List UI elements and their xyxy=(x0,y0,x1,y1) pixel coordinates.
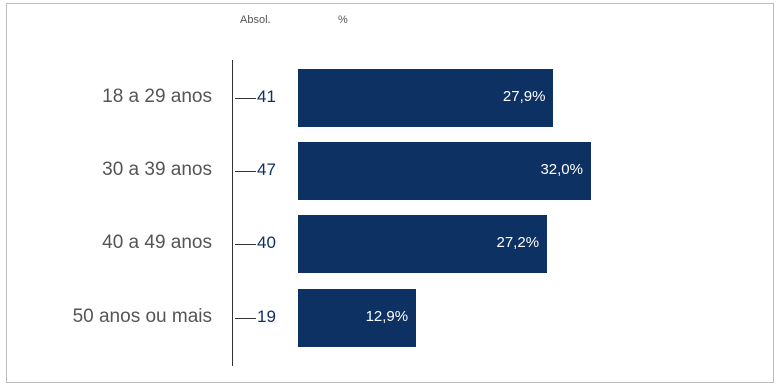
percent-data-label: 27,2% xyxy=(496,234,540,251)
percent-bar xyxy=(298,142,591,200)
category-tick xyxy=(235,98,256,99)
absolute-value-label: 41 xyxy=(257,87,276,106)
percent-data-label: 12,9% xyxy=(365,308,409,325)
absolute-column-header: Absol. xyxy=(240,14,271,26)
category-tick xyxy=(235,171,256,172)
percent-bar xyxy=(298,215,548,273)
percent-column-header: % xyxy=(338,14,348,26)
category-label: 18 a 29 anos xyxy=(102,86,212,107)
percent-bar xyxy=(298,289,417,347)
percent-data-label: 27,9% xyxy=(502,88,546,105)
category-label: 40 a 49 anos xyxy=(102,232,212,253)
category-axis-line xyxy=(232,60,233,366)
absolute-value-label: 40 xyxy=(257,233,276,252)
percent-data-label: 32,0% xyxy=(540,161,583,178)
category-tick xyxy=(235,244,256,245)
absolute-value-label: 47 xyxy=(257,160,276,179)
category-tick xyxy=(235,318,256,319)
category-label: 30 a 39 anos xyxy=(102,159,212,180)
category-label: 50 anos ou mais xyxy=(72,306,212,327)
percent-bar xyxy=(298,69,554,127)
absolute-value-label: 19 xyxy=(257,307,276,326)
